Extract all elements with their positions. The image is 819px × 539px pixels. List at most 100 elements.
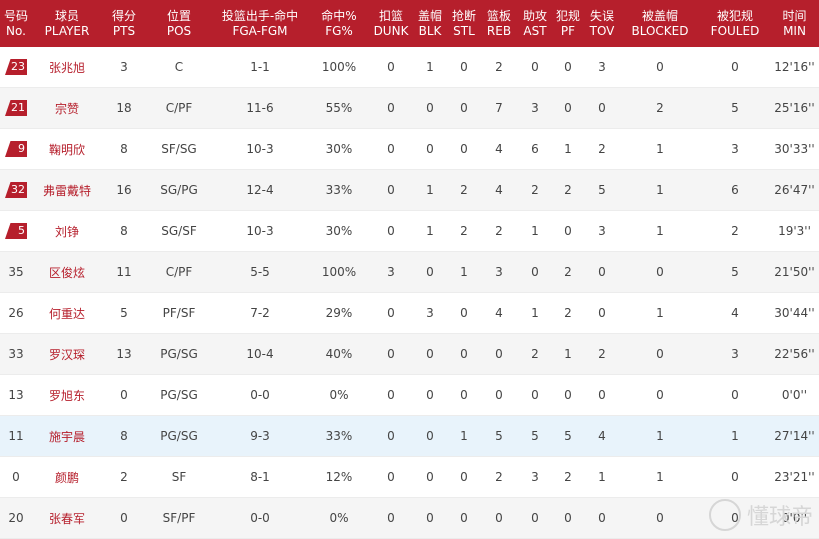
stat-pf: 2 <box>552 457 584 498</box>
header-label-cn: 抢断 <box>448 9 480 24</box>
stat-fg-pct: 30% <box>308 211 370 252</box>
header-label-en: BLOCKED <box>620 24 700 39</box>
stat-reb: 0 <box>480 498 518 539</box>
player-name-link[interactable]: 刘铮 <box>32 211 102 252</box>
jersey-number: 26 <box>8 306 23 320</box>
stat-fg-pct: 33% <box>308 170 370 211</box>
stat-fg-pct: 29% <box>308 293 370 334</box>
stat-dunk: 0 <box>370 416 412 457</box>
stat-blocked: 1 <box>620 293 700 334</box>
header-label-cn: 投篮出手-命中 <box>212 9 308 24</box>
stat-reb: 3 <box>480 252 518 293</box>
stat-reb: 4 <box>480 170 518 211</box>
stat-tov: 0 <box>584 293 620 334</box>
header-label-en: REB <box>480 24 518 39</box>
stat-fg-pct: 100% <box>308 47 370 88</box>
stat-pf: 0 <box>552 498 584 539</box>
stat-fouled: 5 <box>700 88 770 129</box>
stat-pts: 8 <box>102 129 146 170</box>
stat-fga-fgm: 7-2 <box>212 293 308 334</box>
stat-fga-fgm: 0-0 <box>212 375 308 416</box>
stat-reb: 4 <box>480 129 518 170</box>
player-name-link[interactable]: 弗雷戴特 <box>32 170 102 211</box>
stat-stl: 2 <box>448 211 480 252</box>
stat-ast: 0 <box>518 47 552 88</box>
stat-pts: 2 <box>102 457 146 498</box>
player-name-link[interactable]: 施宇晨 <box>32 416 102 457</box>
jersey-number: 33 <box>8 347 23 361</box>
stat-stl: 1 <box>448 416 480 457</box>
stat-ast: 3 <box>518 457 552 498</box>
jersey-number-cell: 20 <box>0 498 32 539</box>
header-label-cn: 盖帽 <box>412 9 448 24</box>
stat-min: 26'47'' <box>770 170 819 211</box>
stat-blocked: 0 <box>620 498 700 539</box>
player-name-link[interactable]: 何重达 <box>32 293 102 334</box>
player-name-link[interactable]: 张兆旭 <box>32 47 102 88</box>
stat-pf: 0 <box>552 375 584 416</box>
stat-min: 30'44'' <box>770 293 819 334</box>
stat-fouled: 4 <box>700 293 770 334</box>
stat-stl: 0 <box>448 375 480 416</box>
starter-number-badge: 5 <box>5 223 27 239</box>
stat-pts: 8 <box>102 416 146 457</box>
stat-pf: 1 <box>552 334 584 375</box>
jersey-number-cell: 33 <box>0 334 32 375</box>
stat-fga-fgm: 8-1 <box>212 457 308 498</box>
stat-tov: 5 <box>584 170 620 211</box>
starter-number-badge: 21 <box>5 100 27 116</box>
stat-tov: 3 <box>584 47 620 88</box>
stat-pf: 5 <box>552 416 584 457</box>
stat-blocked: 1 <box>620 211 700 252</box>
stat-pos: PF/SF <box>146 293 212 334</box>
stat-blk: 1 <box>412 211 448 252</box>
stat-blocked: 1 <box>620 457 700 498</box>
header-label-en: DUNK <box>370 24 412 39</box>
stat-reb: 2 <box>480 211 518 252</box>
column-header-fg: 命中%FG% <box>308 0 370 47</box>
player-name-link[interactable]: 区俊炫 <box>32 252 102 293</box>
player-name-link[interactable]: 张春军 <box>32 498 102 539</box>
stat-reb: 2 <box>480 47 518 88</box>
player-name-link[interactable]: 鞠明欣 <box>32 129 102 170</box>
stat-min: 22'56'' <box>770 334 819 375</box>
stat-fga-fgm: 11-6 <box>212 88 308 129</box>
stat-blk: 3 <box>412 293 448 334</box>
stat-fg-pct: 12% <box>308 457 370 498</box>
jersey-number-cell: 26 <box>0 293 32 334</box>
jersey-number: 0 <box>12 470 20 484</box>
watermark-text: 懂球帝 <box>747 499 813 531</box>
stat-dunk: 0 <box>370 170 412 211</box>
stat-ast: 0 <box>518 252 552 293</box>
player-name-link[interactable]: 宗赞 <box>32 88 102 129</box>
stat-dunk: 0 <box>370 375 412 416</box>
stat-stl: 0 <box>448 129 480 170</box>
player-name-link[interactable]: 罗汉琛 <box>32 334 102 375</box>
stat-min: 0'0'' <box>770 375 819 416</box>
player-name-link[interactable]: 罗旭东 <box>32 375 102 416</box>
stat-stl: 0 <box>448 457 480 498</box>
stat-blk: 0 <box>412 375 448 416</box>
stat-pos: C/PF <box>146 88 212 129</box>
stat-min: 27'14'' <box>770 416 819 457</box>
jersey-number: 11 <box>8 429 23 443</box>
stat-fouled: 3 <box>700 129 770 170</box>
player-name-link[interactable]: 颜鹏 <box>32 457 102 498</box>
stat-fga-fgm: 9-3 <box>212 416 308 457</box>
stat-tov: 0 <box>584 498 620 539</box>
stat-fg-pct: 0% <box>308 498 370 539</box>
